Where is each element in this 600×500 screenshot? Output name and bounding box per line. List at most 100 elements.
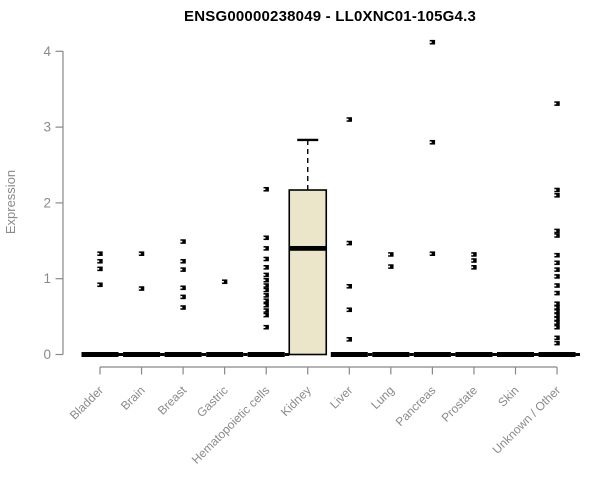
- outlier-point: [554, 228, 560, 234]
- zero-bar: [123, 352, 161, 357]
- outlier-point: [221, 279, 228, 285]
- outlier-point: [263, 277, 269, 283]
- outlier-point: [263, 298, 269, 303]
- outlier-point-notch: [388, 265, 391, 268]
- outlier-point: [554, 101, 560, 106]
- outlier-point-notch: [263, 314, 266, 316]
- zero-bar-cap: [201, 353, 207, 356]
- outlier-point: [554, 267, 560, 272]
- outlier-point-notch: [388, 253, 391, 256]
- outlier-point: [263, 235, 269, 241]
- outlier-point: [346, 337, 352, 342]
- outlier-point: [263, 324, 269, 330]
- outlier-point: [554, 340, 560, 346]
- outlier-point-notch: [554, 310, 557, 313]
- outlier-point: [263, 256, 269, 262]
- outlier-point-notch: [263, 188, 266, 191]
- outlier-point-notch: [471, 266, 474, 269]
- zero-bar-cap: [409, 353, 414, 356]
- outlier-point: [263, 272, 269, 278]
- category-label: Kidney: [278, 383, 314, 419]
- outlier-point-notch: [554, 342, 557, 344]
- y-axis-label: Expression: [3, 169, 18, 235]
- outlier-point: [388, 252, 394, 257]
- zero-bar-cap: [243, 353, 248, 356]
- outlier-point: [471, 265, 477, 270]
- outlier-point: [388, 264, 394, 269]
- outlier-point: [263, 302, 269, 308]
- zero-bar: [206, 352, 244, 357]
- outlier-point-notch: [554, 292, 557, 294]
- category-label: Prostate: [439, 383, 481, 425]
- outlier-point-notch: [263, 284, 266, 287]
- outlier-point: [554, 312, 560, 318]
- outlier-point: [180, 267, 186, 272]
- category-label: Liver: [327, 383, 355, 411]
- outlier-point: [429, 251, 436, 256]
- outlier-point: [97, 266, 103, 272]
- outlier-point: [180, 285, 186, 291]
- zero-bar: [455, 352, 493, 357]
- outlier-point: [180, 258, 186, 264]
- outlier-point-notch: [429, 141, 432, 144]
- outlier-point-notch: [263, 236, 266, 239]
- median-line: [289, 245, 327, 251]
- outlier-point-notch: [471, 253, 474, 256]
- outlier-point: [263, 265, 269, 270]
- outlier-point: [263, 287, 269, 293]
- outlier-point: [554, 316, 560, 322]
- outlier-point-notch: [554, 337, 557, 339]
- outlier-point: [97, 251, 103, 256]
- category-label: Hematopoietic cells: [189, 383, 272, 466]
- zero-bar-cap: [492, 353, 497, 356]
- outlier-point-notch: [554, 230, 557, 232]
- zero-bar-cap: [284, 353, 290, 356]
- outlier-point-notch: [221, 280, 224, 283]
- outlier-point: [554, 193, 560, 198]
- outlier-point-notch: [263, 279, 266, 282]
- outlier-point-notch: [97, 283, 100, 286]
- zero-bar-cap: [367, 353, 373, 356]
- outlier-point-notch: [180, 306, 183, 309]
- outlier-point: [180, 239, 186, 244]
- outlier-point: [429, 39, 436, 45]
- outlier-point-notch: [97, 260, 100, 263]
- outlier-point: [554, 260, 560, 266]
- outlier-point: [554, 283, 560, 288]
- outlier-point-notch: [554, 318, 557, 320]
- outlier-point: [554, 233, 560, 238]
- outlier-point-notch: [346, 118, 349, 121]
- zero-bar: [330, 352, 368, 357]
- outlier-point-notch: [554, 326, 557, 329]
- zero-bar: [413, 352, 451, 357]
- chart-title: ENSG00000238049 - LL0XNC01-105G4.3: [184, 8, 476, 25]
- outlier-point-notch: [97, 268, 100, 270]
- outlier-point: [97, 282, 103, 288]
- outlier-point: [263, 283, 269, 288]
- outlier-point-notch: [263, 294, 266, 297]
- y-tick-label: 0: [43, 347, 51, 362]
- category-label: Lung: [368, 383, 397, 412]
- outlier-point-notch: [554, 306, 557, 309]
- outlier-point-notch: [471, 259, 474, 262]
- outlier-point: [554, 320, 560, 325]
- outlier-point-notch: [97, 252, 100, 255]
- outlier-point-notch: [554, 302, 557, 305]
- y-tick-label: 4: [43, 44, 51, 59]
- outlier-point: [554, 308, 560, 314]
- outlier-point-notch: [554, 268, 557, 271]
- zero-bar: [372, 352, 410, 357]
- y-tick-label: 2: [43, 195, 51, 210]
- outlier-point: [346, 283, 352, 289]
- outlier-point: [554, 187, 560, 193]
- outlier-point: [554, 252, 560, 258]
- outlier-point-notch: [263, 289, 266, 291]
- outlier-point: [263, 308, 269, 313]
- outlier-point-notch: [554, 254, 557, 257]
- outlier-point: [138, 286, 145, 291]
- outlier-point: [554, 290, 560, 296]
- outlier-point-notch: [346, 308, 349, 311]
- outlier-point-notch: [554, 102, 557, 105]
